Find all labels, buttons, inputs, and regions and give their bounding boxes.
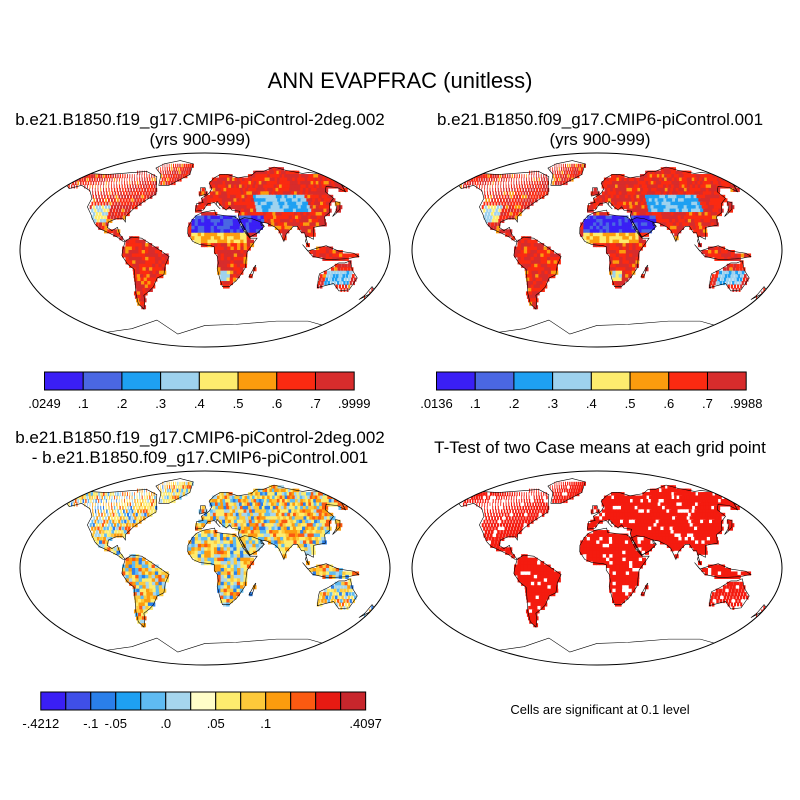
panel-title-case1-line2: (yrs 900-999) xyxy=(149,130,251,149)
colorbar-case2-swatch xyxy=(629,371,670,391)
colorbar-case1-swatch xyxy=(44,371,84,391)
colorbar-diff-label: -.4212 xyxy=(22,716,59,731)
panel-title-case2-line2: (yrs 900-999) xyxy=(549,130,651,149)
colorbar-case2-label: .9988 xyxy=(730,396,763,411)
colorbar-case2-swatch xyxy=(513,371,554,391)
map-border xyxy=(19,470,391,666)
colorbar-case1-label: .3 xyxy=(155,396,166,411)
colorbar-diff-swatch xyxy=(240,691,267,711)
colorbar-case2-label: .7 xyxy=(702,396,713,411)
colorbar-case2-swatch xyxy=(590,371,631,391)
colorbar-case2-label: .0136 xyxy=(420,396,453,411)
colorbar-case2-label: .5 xyxy=(625,396,636,411)
colorbar-diff-label: -.1 xyxy=(83,716,98,731)
colorbar-case2-label: .2 xyxy=(509,396,520,411)
colorbar-case2-swatch xyxy=(706,371,747,391)
colorbar-case2-swatch xyxy=(668,371,708,391)
colorbar-diff-swatch xyxy=(140,691,167,711)
panel-title-diff-line2: - b.e21.B1850.f09_g17.CMIP6-piControl.00… xyxy=(31,448,369,467)
colorbar-case1-label: .4 xyxy=(194,396,205,411)
colorbar-diff-swatch xyxy=(190,691,217,711)
colorbar-case2-swatch xyxy=(474,371,515,391)
colorbar-case2-label: .4 xyxy=(586,396,597,411)
panel-title-case2-line1: b.e21.B1850.f09_g17.CMIP6-piControl.001 xyxy=(436,110,764,129)
panel-title-ttest: T-Test of two Case means at each grid po… xyxy=(400,438,800,458)
colorbar-case1-swatch xyxy=(237,371,278,391)
colorbar-case1-swatch xyxy=(160,371,200,391)
map-ttest xyxy=(411,470,783,666)
colorbar-diff-swatch xyxy=(40,691,67,711)
colorbar-case1: .0249 .1 .2 .3 .4 .5 .6 .7 .9999 xyxy=(28,371,371,411)
panel-title-case1: b.e21.B1850.f19_g17.CMIP6-piControl-2deg… xyxy=(0,110,400,150)
colorbar-diff-swatch xyxy=(90,691,117,711)
map-case1 xyxy=(19,152,391,348)
colorbar-diff: -.4212 -.1 -.05 .0 .05 .1 .4097 xyxy=(22,691,382,731)
colorbar-diff-swatch xyxy=(65,691,92,711)
colorbar-case2-swatch xyxy=(436,371,476,391)
panel-title-ttest-line1: T-Test of two Case means at each grid po… xyxy=(434,438,766,457)
colorbar-case1-swatch xyxy=(121,371,162,391)
colorbar-diff-swatch xyxy=(115,691,142,711)
map-case2 xyxy=(411,152,783,348)
panel-title-case1-line1: b.e21.B1850.f19_g17.CMIP6-piControl-2deg… xyxy=(15,110,385,129)
colorbar-case1-swatch xyxy=(276,371,316,391)
colorbar-diff-label: .4097 xyxy=(349,716,382,731)
map-grid-cells xyxy=(68,163,373,310)
colorbar-diff-swatch xyxy=(340,691,367,711)
colorbar-case2-swatch xyxy=(552,371,592,391)
colorbar-case1-swatch xyxy=(82,371,123,391)
map-grid-cells xyxy=(68,481,373,628)
map-diff xyxy=(19,470,391,666)
colorbar-case1-label: .7 xyxy=(310,396,321,411)
colorbar-diff-swatch xyxy=(215,691,242,711)
colorbar-diff-label: .05 xyxy=(207,716,225,731)
colorbar-diff-swatch xyxy=(290,691,317,711)
colorbar-case2: .0136 .1 .2 .3 .4 .5 .6 .7 .9988 xyxy=(420,371,763,411)
colorbar-case2-label: .3 xyxy=(547,396,558,411)
main-title: ANN EVAPFRAC (unitless) xyxy=(267,68,533,93)
colorbar-diff-swatch xyxy=(165,691,192,711)
panel-title-diff: b.e21.B1850.f19_g17.CMIP6-piControl-2deg… xyxy=(0,428,400,468)
colorbar-diff-label: .0 xyxy=(160,716,171,731)
colorbar-diff-label: -.05 xyxy=(105,716,127,731)
colorbar-case1-label: .9999 xyxy=(338,396,371,411)
map-coastlines xyxy=(458,160,768,347)
map-coastlines xyxy=(66,160,376,347)
map-border xyxy=(411,470,783,666)
significance-note: Cells are significant at 0.1 level xyxy=(510,702,690,717)
colorbar-case1-swatch xyxy=(314,371,355,391)
colorbar-case1-label: .5 xyxy=(233,396,244,411)
colorbar-case1-swatch xyxy=(198,371,239,391)
colorbar-case1-label: .0249 xyxy=(28,396,61,411)
colorbar-case1-label: .2 xyxy=(117,396,128,411)
map-border xyxy=(19,152,391,348)
colorbar-case2-label: .6 xyxy=(663,396,674,411)
map-border xyxy=(411,152,783,348)
colorbar-diff-label: .1 xyxy=(260,716,271,731)
colorbar-case2-label: .1 xyxy=(470,396,481,411)
colorbar-case1-label: .6 xyxy=(271,396,282,411)
colorbar-diff-swatch xyxy=(315,691,342,711)
colorbar-case1-label: .1 xyxy=(78,396,89,411)
panel-title-case2: b.e21.B1850.f09_g17.CMIP6-piControl.001 … xyxy=(400,110,800,150)
panel-title-diff-line1: b.e21.B1850.f19_g17.CMIP6-piControl-2deg… xyxy=(15,428,385,447)
colorbar-diff-swatch xyxy=(265,691,292,711)
